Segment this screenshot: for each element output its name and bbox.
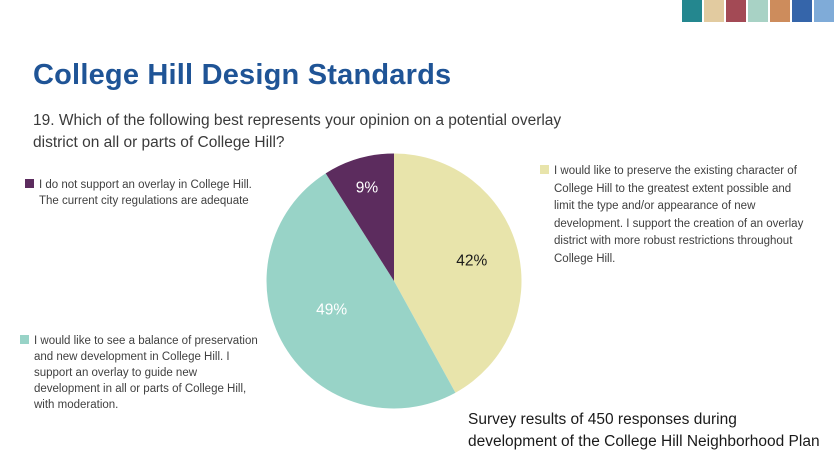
- deco-square: [726, 0, 746, 22]
- deco-square: [704, 0, 724, 22]
- survey-question: 19. Which of the following best represen…: [33, 111, 562, 151]
- legend-swatch-yellow: [540, 165, 549, 174]
- page-title: College Hill Design Standards: [33, 59, 452, 92]
- pie-label-preserve-existing: 42%: [456, 253, 487, 270]
- pie-label-no-overlay: 9%: [356, 179, 379, 196]
- legend-label: I would like to preserve the existing ch…: [554, 165, 804, 265]
- pie-label-balance-preservation-development: 49%: [316, 302, 347, 319]
- pie-chart-container: 42% 49% 9%: [266, 153, 522, 409]
- survey-results-caption: Survey results of 450 responses during d…: [468, 410, 820, 451]
- pie-chart: 42% 49% 9%: [266, 153, 522, 409]
- legend-swatch-teal: [20, 335, 29, 344]
- pie-slice-no-overlay: [325, 153, 394, 281]
- legend-swatch-purple: [25, 179, 34, 188]
- pie-slice-balance-preservation-development: [266, 173, 456, 409]
- legend-label: I would like to see a balance of preserv…: [34, 335, 258, 411]
- decorative-color-bar: [682, 0, 834, 22]
- deco-square: [748, 0, 768, 22]
- pie-slice-preserve-existing: [394, 153, 522, 393]
- legend-label: I do not support an overlay in College H…: [39, 179, 252, 207]
- legend-no-overlay: I do not support an overlay in College H…: [25, 177, 257, 209]
- deco-square: [770, 0, 790, 22]
- legend-preserve-existing: I would like to preserve the existing ch…: [540, 163, 812, 268]
- deco-square: [814, 0, 834, 22]
- legend-balance: I would like to see a balance of preserv…: [20, 333, 260, 413]
- deco-square: [682, 0, 702, 22]
- deco-square: [792, 0, 812, 22]
